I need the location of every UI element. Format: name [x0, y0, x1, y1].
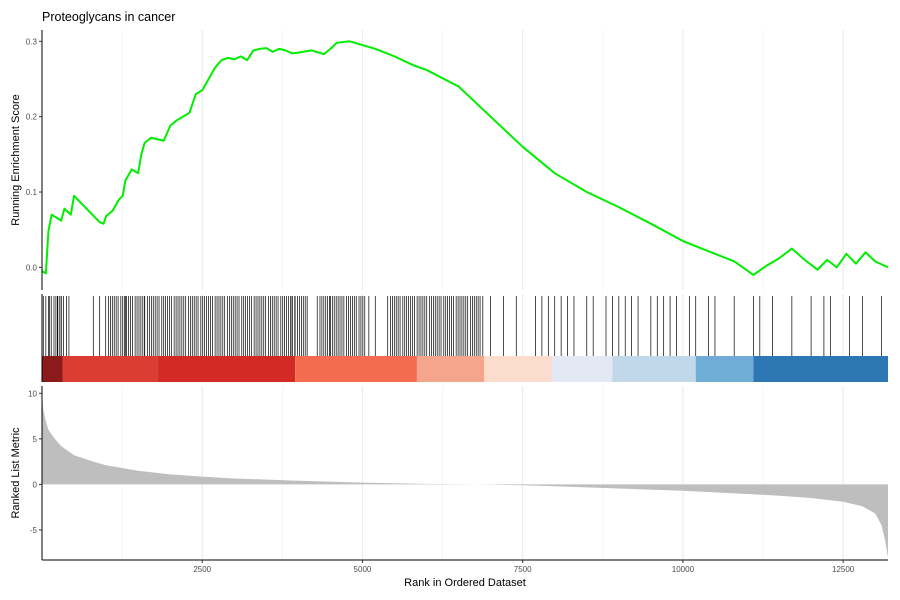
- y-tick-label: 0: [33, 480, 38, 489]
- y-tick-label: 0.3: [26, 37, 38, 46]
- rank-color-segment: [295, 356, 417, 382]
- x-tick-label: 2500: [193, 565, 211, 574]
- ranked-metric-area: [42, 393, 888, 558]
- metric-y-ticks: -5 0 5 10: [28, 389, 42, 535]
- rank-color-segment: [695, 356, 754, 382]
- x-tick-label: 12500: [832, 565, 855, 574]
- ranked-metric-fill: [42, 393, 888, 558]
- enrichment-y-ticks: 0.0 0.1 0.2 0.3: [26, 37, 42, 272]
- rank-color-segment: [753, 356, 888, 382]
- running-score-line: [41, 40, 889, 276]
- enrichment-panel-grid: [121, 30, 844, 290]
- x-tick-label: 5000: [354, 565, 372, 574]
- x-ticks: 2500 5000 7500 10000 12500: [193, 560, 855, 574]
- rank-color-segment: [484, 356, 552, 382]
- y-tick-label: 0.2: [26, 113, 38, 122]
- running-score-line-group: [41, 40, 889, 276]
- rank-color-segment: [42, 356, 63, 382]
- rank-color-segment: [612, 356, 696, 382]
- rank-color-segment: [551, 356, 613, 382]
- axes: [41, 30, 888, 561]
- rank-color-segment: [416, 356, 485, 382]
- y-tick-label: 5: [33, 435, 38, 444]
- x-tick-label: 7500: [514, 565, 532, 574]
- rank-color-bar: [42, 356, 888, 382]
- rank-color-segment: [62, 356, 158, 382]
- chart-title: Proteoglycans in cancer: [42, 10, 175, 24]
- rank-color-segment: [157, 356, 296, 382]
- y-tick-label: 10: [28, 389, 37, 398]
- gene-hit-lines: [42, 296, 882, 356]
- metric-y-axis-title: Ranked List Metric: [10, 427, 22, 519]
- metric-panel-grid: [121, 386, 844, 560]
- y-tick-label: 0.1: [26, 188, 38, 197]
- enrichment-y-axis-title: Running Enrichment Score: [10, 94, 22, 225]
- x-axis-title: Rank in Ordered Dataset: [404, 577, 526, 589]
- y-tick-label: 0.0: [26, 263, 38, 272]
- y-tick-label: -5: [30, 526, 38, 535]
- x-tick-label: 10000: [672, 565, 695, 574]
